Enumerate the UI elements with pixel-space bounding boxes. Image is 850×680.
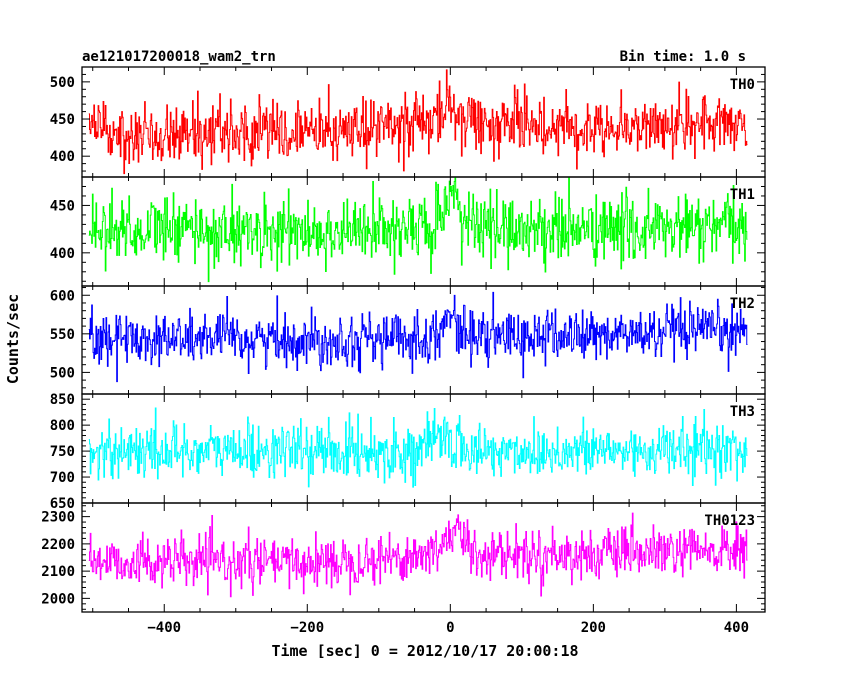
panel-label-th0: TH0 [730,77,755,93]
y-tick-label: 450 [50,198,75,214]
panel-frame [81,393,766,504]
y-tick-label: 850 [50,392,75,408]
y-tick-label: 750 [50,444,75,460]
panel-th0123: 2000 2100 2200 2300 TH0123 [41,502,766,613]
y-tick-label: 2000 [41,591,75,607]
panel-label-th2: TH2 [730,296,755,312]
y-tick-label: 2300 [41,510,75,526]
y-tick-label: 550 [50,327,75,343]
series-line-th0123 [88,512,748,598]
panel-label-th1: TH1 [730,187,755,203]
y-tick-label: 500 [50,75,75,91]
x-tick-labels: −400 −200 0 200 400 [147,620,749,636]
x-tick-label: 0 [446,620,454,636]
y-tick-label: 600 [50,288,75,304]
panel-label-th3: TH3 [730,404,755,420]
y-axis-title: Counts/sec [4,294,22,384]
panels-group: 400 450 500 TH0 400 450 TH1 500 550 600 TH2 650 700 7… [41,66,766,613]
x-tick-label: −200 [290,620,324,636]
y-tick-label: 700 [50,470,75,486]
x-tick-label: 400 [724,620,749,636]
y-tick-label: 400 [50,149,75,165]
panel-frame [81,502,766,613]
y-tick-label: 400 [50,246,75,262]
x-axis-title: Time [sec] 0 = 2012/10/17 20:00:18 [271,642,578,660]
panel-th0: 400 450 500 TH0 [50,66,766,178]
x-tick-label: 200 [581,620,606,636]
panel-th3: 650 700 750 800 850 TH3 [50,392,766,512]
x-tick-label: −400 [147,620,181,636]
panel-th1: 400 450 TH1 [50,176,766,287]
y-tick-label: 500 [50,365,75,381]
y-tick-label: 800 [50,418,75,434]
y-tick-label: 650 [50,496,75,512]
series-line-th2 [88,291,748,383]
y-tick-label: 2100 [41,564,75,580]
series-line-th3 [88,407,748,488]
series-line-th1 [88,177,748,283]
series-line-th0 [88,69,748,175]
panel-th2: 500 550 600 TH2 [50,285,766,395]
bin-time-label: Bin time: 1.0 s [620,49,746,65]
y-tick-label: 2200 [41,537,75,553]
y-tick-label: 450 [50,112,75,128]
panel-label-th0123: TH0123 [704,513,755,529]
chart-title: ae121017200018_wam2_trn [82,49,276,65]
